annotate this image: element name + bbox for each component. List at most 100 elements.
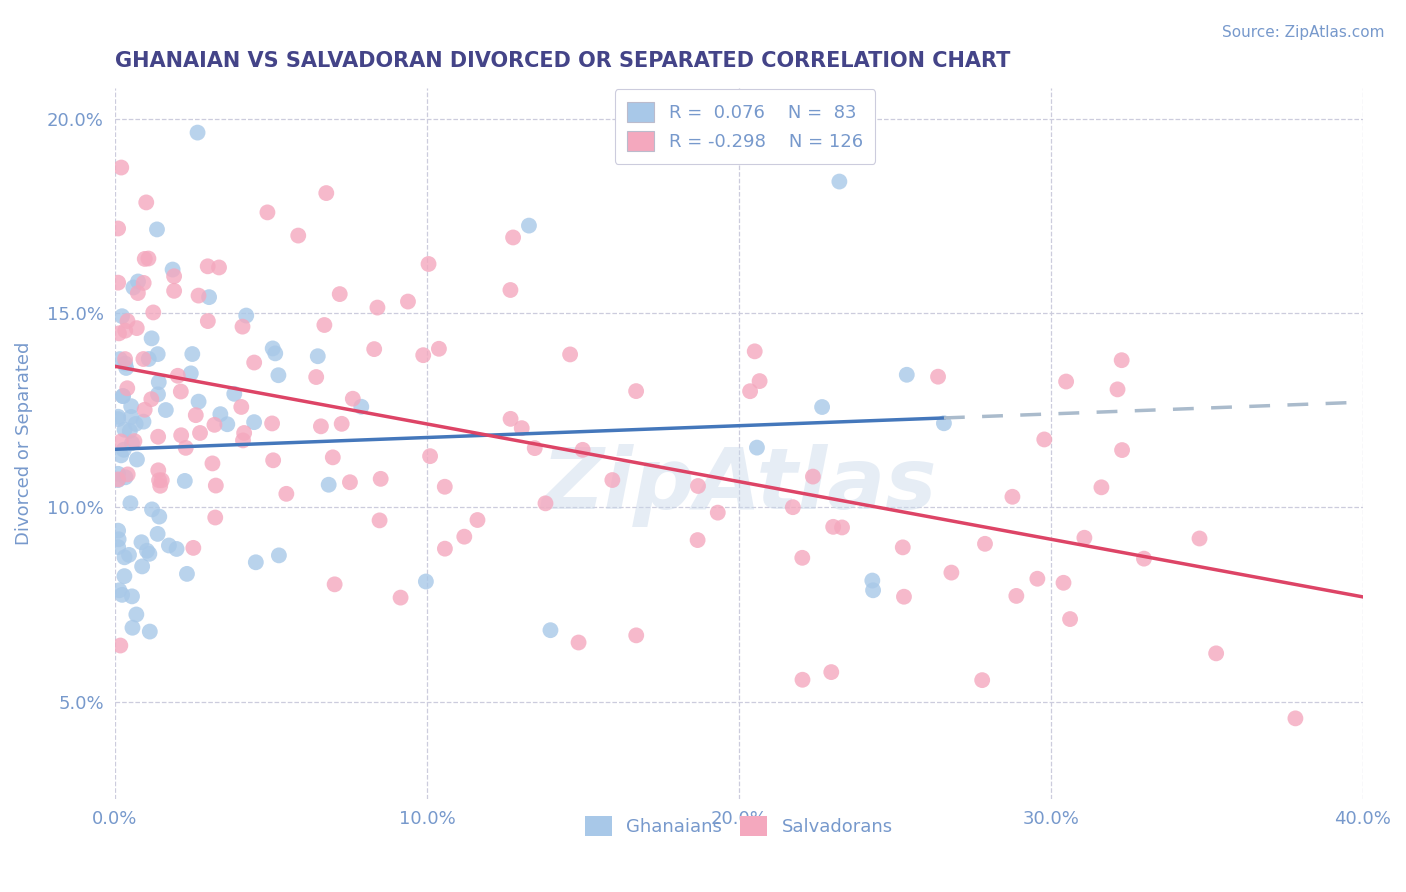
Point: [707, 506, 730, 520]
Point: [166, 541, 188, 556]
Text: ZipAtlas: ZipAtlas: [541, 444, 936, 527]
Point: [828, 175, 851, 189]
Point: [138, 252, 160, 266]
Point: [180, 367, 202, 381]
Point: [120, 496, 142, 510]
Point: [350, 400, 373, 414]
Point: [166, 368, 188, 383]
Point: [108, 583, 131, 598]
Point: [318, 477, 340, 491]
Point: [139, 624, 162, 639]
Point: [419, 449, 441, 463]
Point: [208, 260, 231, 275]
Point: [540, 623, 562, 637]
Point: [235, 309, 257, 323]
Point: [176, 566, 198, 581]
Point: [510, 421, 533, 435]
Text: GHANAIAN VS SALVADORAN DIVORCED OR SEPARATED CORRELATION CHART: GHANAIAN VS SALVADORAN DIVORCED OR SEPAR…: [115, 51, 1011, 70]
Point: [117, 467, 139, 482]
Point: [107, 540, 129, 554]
Point: [1001, 490, 1024, 504]
Point: [862, 583, 884, 598]
Point: [148, 509, 170, 524]
Point: [307, 349, 329, 363]
Point: [686, 533, 709, 547]
Point: [315, 186, 337, 200]
Point: [136, 543, 159, 558]
Point: [148, 473, 170, 487]
Point: [467, 513, 489, 527]
Point: [231, 319, 253, 334]
Point: [276, 487, 298, 501]
Point: [118, 424, 141, 438]
Point: [792, 673, 814, 687]
Point: [197, 260, 219, 274]
Point: [256, 205, 278, 219]
Point: [107, 473, 129, 487]
Point: [1133, 551, 1156, 566]
Point: [134, 402, 156, 417]
Point: [173, 474, 195, 488]
Point: [204, 510, 226, 524]
Point: [146, 430, 169, 444]
Point: [163, 269, 186, 284]
Point: [571, 442, 593, 457]
Point: [107, 472, 129, 486]
Point: [517, 219, 540, 233]
Point: [232, 434, 254, 448]
Point: [1059, 612, 1081, 626]
Point: [110, 161, 132, 175]
Point: [174, 441, 197, 455]
Point: [1284, 711, 1306, 725]
Point: [831, 520, 853, 534]
Point: [363, 342, 385, 356]
Point: [117, 314, 139, 328]
Point: [412, 348, 434, 362]
Point: [314, 318, 336, 332]
Point: [148, 463, 170, 477]
Point: [1205, 646, 1227, 660]
Point: [896, 368, 918, 382]
Point: [245, 555, 267, 569]
Point: [792, 550, 814, 565]
Legend: Ghanaians, Salvadorans: Ghanaians, Salvadorans: [578, 809, 900, 843]
Point: [107, 221, 129, 235]
Point: [686, 479, 709, 493]
Point: [111, 389, 134, 403]
Point: [107, 412, 129, 426]
Point: [267, 549, 290, 563]
Point: [567, 635, 589, 649]
Text: Source: ZipAtlas.com: Source: ZipAtlas.com: [1222, 25, 1385, 40]
Point: [1005, 589, 1028, 603]
Point: [342, 392, 364, 406]
Point: [801, 469, 824, 483]
Point: [499, 412, 522, 426]
Point: [131, 559, 153, 574]
Point: [1033, 433, 1056, 447]
Point: [112, 569, 135, 583]
Point: [201, 457, 224, 471]
Point: [163, 284, 186, 298]
Point: [339, 475, 361, 490]
Point: [558, 347, 581, 361]
Point: [418, 257, 440, 271]
Point: [745, 441, 768, 455]
Point: [368, 513, 391, 527]
Point: [1054, 375, 1077, 389]
Point: [231, 400, 253, 414]
Point: [187, 394, 209, 409]
Point: [1052, 575, 1074, 590]
Point: [107, 533, 129, 547]
Point: [204, 417, 226, 432]
Point: [132, 276, 155, 290]
Point: [107, 276, 129, 290]
Point: [114, 423, 136, 437]
Point: [146, 387, 169, 401]
Point: [309, 419, 332, 434]
Point: [157, 539, 180, 553]
Point: [121, 590, 143, 604]
Point: [972, 673, 994, 687]
Point: [1090, 480, 1112, 494]
Point: [932, 417, 955, 431]
Point: [187, 126, 209, 140]
